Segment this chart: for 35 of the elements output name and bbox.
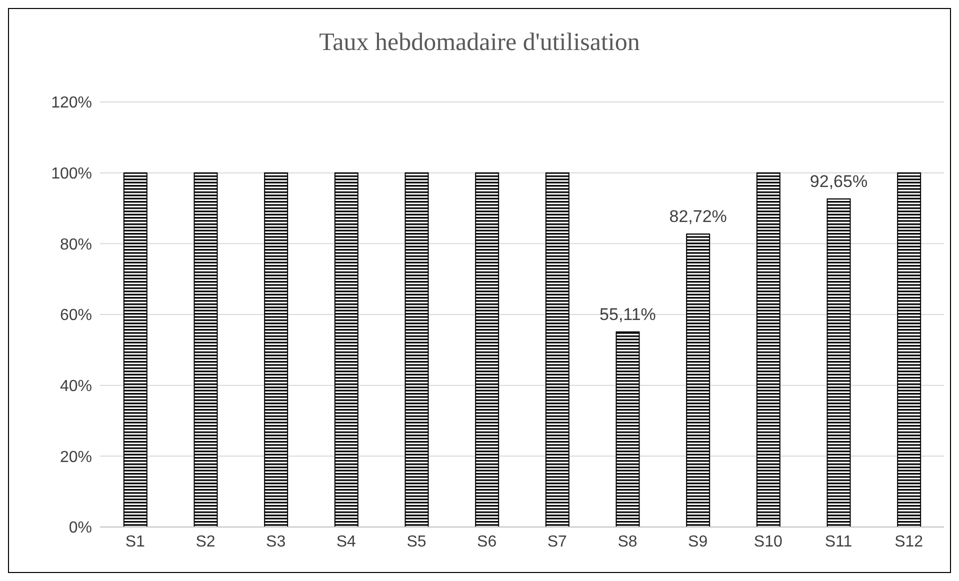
bar bbox=[826, 198, 851, 527]
data-label: 92,65% bbox=[810, 172, 868, 191]
bar bbox=[475, 172, 500, 527]
x-tick-label: S6 bbox=[477, 533, 497, 550]
x-tick-label: S12 bbox=[894, 533, 924, 550]
x-tick-label: S9 bbox=[688, 533, 708, 550]
chart-title: Taux hebdomadaire d'utilisation bbox=[318, 29, 641, 57]
bar bbox=[123, 172, 148, 527]
y-tick-label: 120% bbox=[51, 94, 92, 112]
y-tick-label: 100% bbox=[51, 166, 92, 183]
x-tick-label: S1 bbox=[125, 533, 146, 550]
bar bbox=[897, 172, 922, 527]
bar bbox=[264, 172, 288, 527]
bar bbox=[616, 331, 640, 527]
bar bbox=[756, 172, 780, 527]
x-tick-label: S11 bbox=[824, 533, 852, 550]
bar bbox=[194, 172, 218, 527]
y-tick-label: 60% bbox=[60, 307, 92, 324]
x-tick-label: S8 bbox=[618, 533, 638, 550]
bar bbox=[686, 234, 710, 527]
data-label: 55,11% bbox=[600, 304, 656, 324]
bar bbox=[545, 172, 570, 527]
y-tick-label: 20% bbox=[60, 448, 92, 466]
y-tick-label: 80% bbox=[60, 236, 92, 254]
x-tick-label: S5 bbox=[406, 533, 426, 550]
data-label: 82,72% bbox=[669, 207, 727, 226]
x-tick-label: S3 bbox=[266, 533, 286, 550]
bar bbox=[334, 172, 358, 527]
x-tick-label: S4 bbox=[336, 533, 356, 550]
y-tick-label: 40% bbox=[60, 378, 92, 396]
x-tick-label: S2 bbox=[196, 533, 216, 550]
x-tick-label: S7 bbox=[547, 533, 568, 550]
y-tick-label: 0% bbox=[68, 520, 92, 537]
x-tick-label: S10 bbox=[754, 533, 783, 550]
bar bbox=[404, 172, 429, 527]
